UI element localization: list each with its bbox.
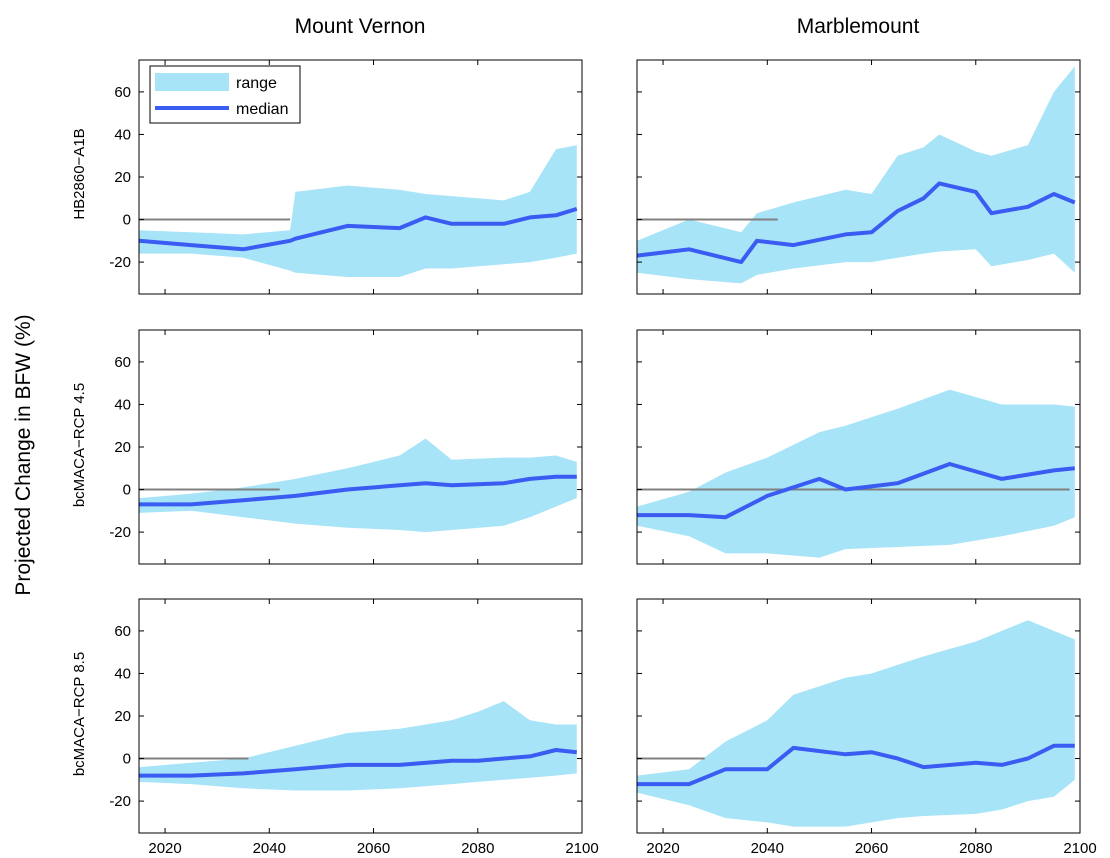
x-tick-label: 2040: [751, 840, 784, 857]
y-tick-label: 20: [114, 439, 131, 456]
y-tick-label: 60: [114, 354, 131, 371]
column-title-marblemount: Marblemount: [797, 15, 920, 38]
range-band: [637, 620, 1075, 827]
plot-area: [637, 389, 1075, 558]
y-tick-label: 0: [123, 212, 131, 229]
y-tick-label: -20: [109, 254, 131, 271]
x-tick-label: 2060: [855, 840, 888, 857]
x-tick-label: 2080: [959, 840, 992, 857]
panel-mount-vernon-hb2860-a1b: -20 0 20 40 60: [109, 59, 583, 295]
legend-range-swatch: [155, 73, 229, 91]
panel-marblemount-bcmaca-rcp-4-5: [636, 329, 1081, 565]
plot-area: [139, 701, 578, 791]
x-tick-label: 2080: [461, 840, 494, 857]
y-tick-label: 0: [123, 751, 131, 768]
range-band: [139, 701, 577, 791]
plot-area: [637, 66, 1076, 284]
median-line: [637, 743, 1075, 787]
range-band: [637, 66, 1075, 284]
y-tick-label: 60: [114, 84, 131, 101]
x-tick-label: 2020: [646, 840, 679, 857]
y-tick-label: 20: [114, 169, 131, 186]
panel-marblemount-hb2860-a1b: [636, 59, 1081, 295]
y-axis-label: Projected Change in BFW (%): [12, 314, 35, 595]
x-tick-label: 2020: [148, 840, 181, 857]
legend-median-label: median: [236, 101, 288, 118]
y-tick-label: -20: [109, 793, 131, 810]
median-line: [139, 206, 578, 252]
axes-frame: [138, 329, 583, 565]
y-tick-label: 0: [123, 482, 131, 499]
x-tick-label: 2100: [565, 840, 598, 857]
legend: range median: [149, 65, 301, 124]
plot-area: [139, 145, 578, 277]
y-tick-label: 60: [114, 623, 131, 640]
panel-mount-vernon-bcmaca-rcp-4-5: -20 0 20 40 60: [109, 329, 583, 565]
y-tick-label: -20: [109, 524, 131, 541]
range-band: [139, 438, 577, 533]
x-tick-label: 2100: [1063, 840, 1096, 857]
range-band: [637, 389, 1075, 558]
median-line: [139, 474, 577, 507]
row-label-hb2860-a1b: HB2860−A1B: [71, 128, 88, 219]
y-tick-label: 40: [114, 396, 131, 413]
median-line: [637, 462, 1075, 520]
y-tick-label: 20: [114, 708, 131, 725]
legend-range-label: range: [236, 75, 277, 92]
median-line: [637, 181, 1076, 265]
panel-marblemount-bcmaca-rcp-8-5: 2020 2040 2060 2080 2100: [636, 598, 1097, 857]
y-tick-label: 40: [114, 665, 131, 682]
row-label-bcmaca-rcp45: bcMACA−RCP 4.5: [71, 383, 88, 507]
row-label-bcmaca-rcp85: bcMACA−RCP 8.5: [71, 652, 88, 776]
x-tick-label: 2060: [357, 840, 390, 857]
median-line: [139, 748, 578, 778]
column-title-mount-vernon: Mount Vernon: [295, 15, 426, 38]
plot-area: [637, 620, 1075, 827]
y-tick-label: 40: [114, 126, 131, 143]
plot-area: [139, 438, 577, 533]
range-band: [139, 145, 577, 277]
x-tick-label: 2040: [253, 840, 286, 857]
